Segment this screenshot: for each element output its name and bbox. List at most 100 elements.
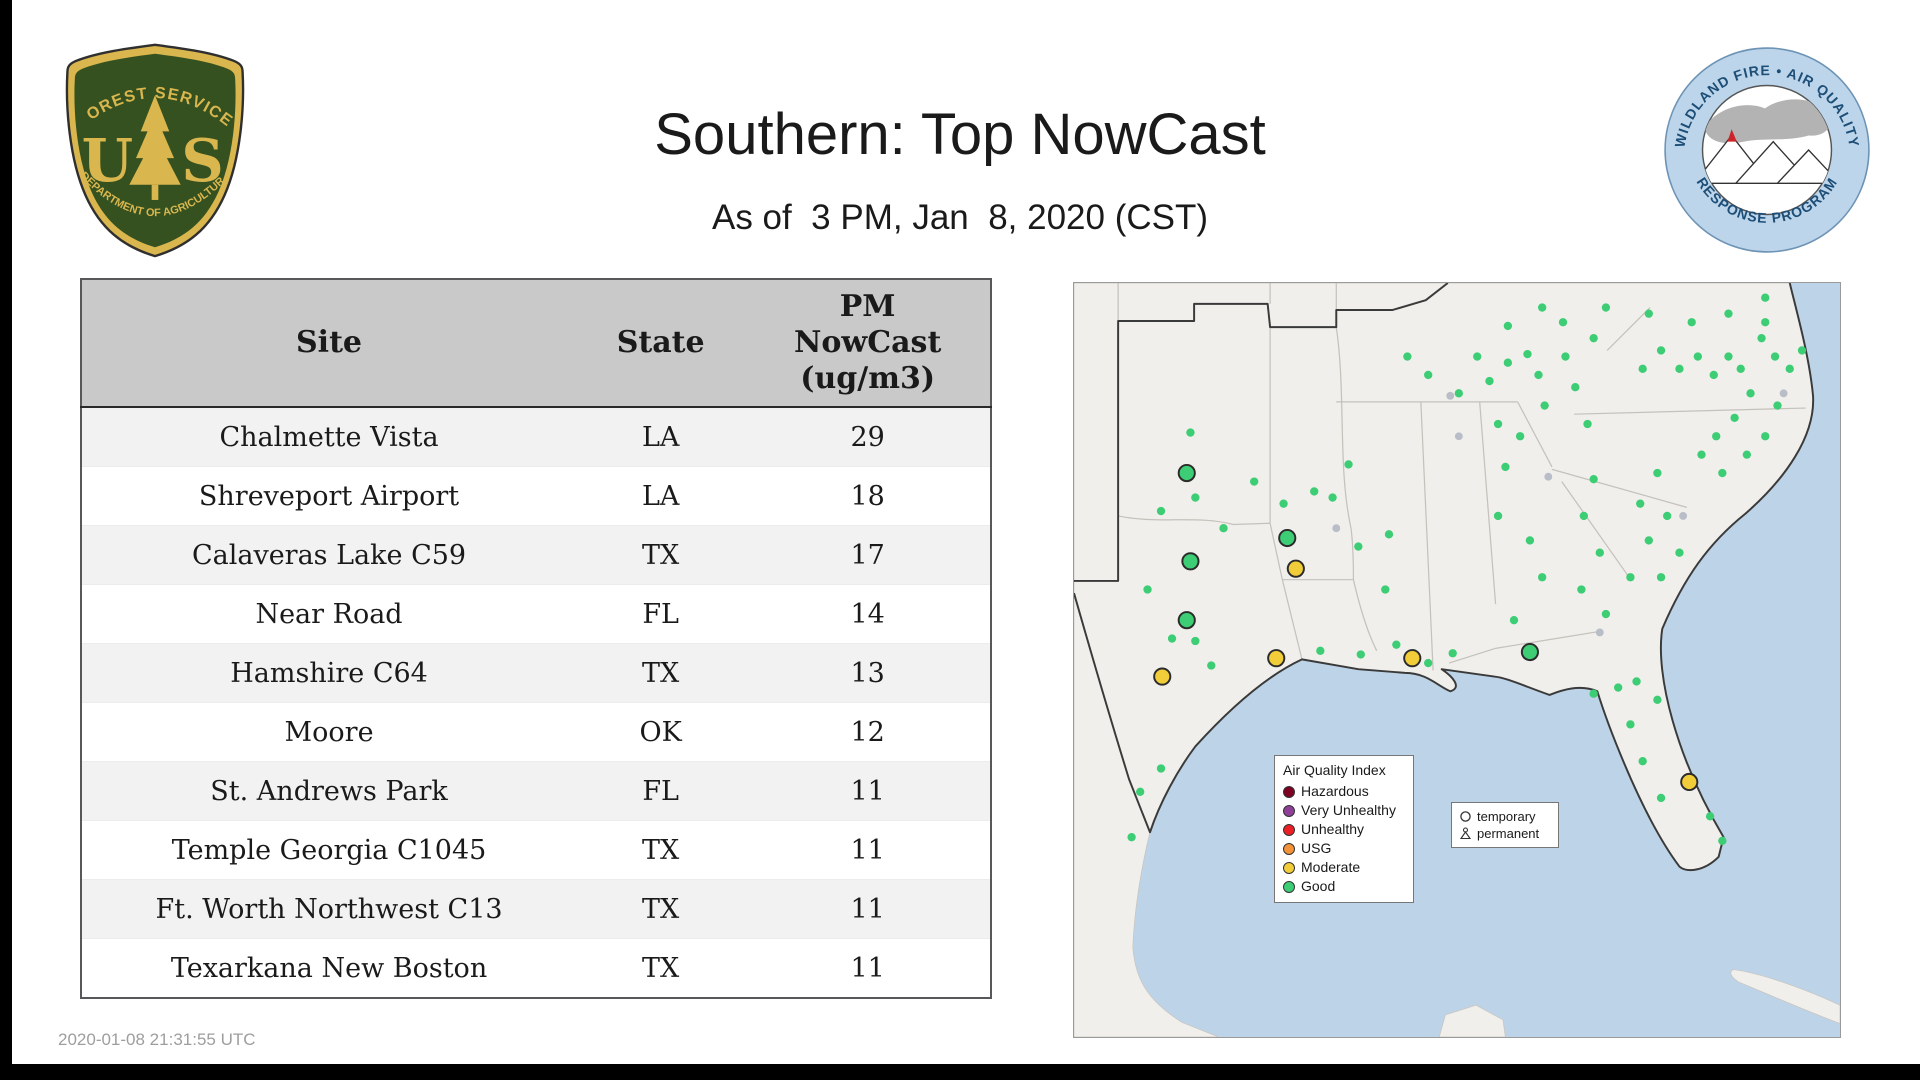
monitor-dot-good xyxy=(1424,658,1433,668)
monitor-dot-good xyxy=(1595,548,1604,557)
state-cell: TX xyxy=(576,879,746,939)
monitor-dot-good xyxy=(1757,334,1766,343)
monitor-dot-good xyxy=(1454,389,1464,398)
monitor-dot-good xyxy=(1381,585,1390,594)
value-cell: 18 xyxy=(745,466,991,526)
legend-entry: Unhealthy xyxy=(1283,820,1405,839)
monitor-dot-good xyxy=(1424,370,1433,380)
monitor-dot-good xyxy=(1156,506,1166,516)
monitor-dot-good xyxy=(1656,346,1666,355)
monitor-dot-good xyxy=(1354,542,1363,551)
monitor-dot-inactive xyxy=(1446,391,1455,400)
table-row: Moore OK 12 xyxy=(81,702,991,762)
legend-entry: Moderate xyxy=(1283,858,1405,877)
monitor-dot-good xyxy=(1191,636,1200,646)
monitor-dot-good xyxy=(1705,812,1715,821)
table-row: Temple Georgia C1045 TX 11 xyxy=(81,820,991,880)
site-cell: Ft. Worth Northwest C13 xyxy=(81,879,577,939)
temporary-row: temporary xyxy=(1459,808,1551,825)
monitor-dots-layer xyxy=(1127,293,1807,846)
monitor-dot-good xyxy=(1523,349,1532,359)
monitor-dot-good xyxy=(1638,756,1647,766)
monitor-dot-inactive xyxy=(1332,524,1341,533)
site-cell: St. Andrews Park xyxy=(81,761,577,821)
state-cell: LA xyxy=(576,407,746,467)
monitor-dot-good xyxy=(1687,318,1696,327)
forest-service-shield-svg: FOREST SERVICE U S DEPARTMENT OF AGRICUL… xyxy=(54,26,245,258)
temporary-label: temporary xyxy=(1477,809,1536,824)
monitor-dot-good xyxy=(1448,649,1457,658)
site-marker xyxy=(1286,559,1305,578)
monitor-dot-good xyxy=(1589,689,1598,698)
marker-type-legend: temporary permanent xyxy=(1451,802,1559,848)
value-cell: 14 xyxy=(745,584,991,644)
column-header: State xyxy=(576,279,746,408)
monitor-dot-good xyxy=(1509,615,1519,625)
monitor-dot-good xyxy=(1503,321,1513,331)
state-cell: TX xyxy=(576,525,746,585)
aqi-legend: Air Quality Index Hazardous Very Unhealth… xyxy=(1274,755,1414,903)
table-row: Chalmette Vista LA 29 xyxy=(81,407,991,467)
monitor-dot-good xyxy=(1638,364,1647,373)
fs-monogram-s: S xyxy=(181,126,224,195)
monitor-dot-good xyxy=(1501,462,1510,472)
site-marker xyxy=(1181,552,1200,571)
legend-label: USG xyxy=(1301,840,1332,856)
permanent-row: permanent xyxy=(1459,825,1551,842)
monitor-dot-good xyxy=(1136,787,1145,796)
state-cell: LA xyxy=(576,466,746,526)
monitor-dot-inactive xyxy=(1454,432,1463,441)
monitor-dot-good xyxy=(1761,432,1770,441)
table-row: St. Andrews Park FL 11 xyxy=(81,761,991,821)
fs-monogram-u: U xyxy=(82,126,133,195)
site-cell: Texarkana New Boston xyxy=(81,938,577,999)
monitor-dot-good xyxy=(1613,683,1623,692)
monitor-dot-good xyxy=(1186,428,1195,437)
monitor-dot-good xyxy=(1485,376,1494,386)
monitor-dot-good xyxy=(1143,585,1152,594)
monitor-dot-inactive xyxy=(1595,628,1604,637)
legend-swatch xyxy=(1283,842,1295,855)
value-cell: 17 xyxy=(745,525,991,585)
monitor-dot-good xyxy=(1191,493,1200,502)
value-cell: 29 xyxy=(745,407,991,467)
column-header: PM NowCast (ug/m3) xyxy=(745,279,991,408)
state-cell: FL xyxy=(576,761,746,821)
table-row: Calaveras Lake C59 TX 17 xyxy=(81,525,991,585)
monitor-dot-good xyxy=(1167,634,1177,643)
monitor-dot-good xyxy=(1761,293,1770,302)
site-marker xyxy=(1278,528,1297,548)
legend-label: Unhealthy xyxy=(1301,821,1365,837)
monitor-dot-good xyxy=(1718,468,1727,478)
column-header: Site xyxy=(81,279,577,408)
monitor-dot-good xyxy=(1644,536,1653,545)
monitor-dot-good xyxy=(1344,460,1353,469)
site-marker xyxy=(1403,649,1422,668)
monitor-dot-good xyxy=(1279,499,1288,508)
monitor-dot-good xyxy=(1558,318,1568,327)
cuba-shape xyxy=(1730,969,1840,1024)
site-cell: Chalmette Vista xyxy=(81,407,577,467)
monitor-dot-good xyxy=(1736,364,1745,373)
legend-entry: Very Unhealthy xyxy=(1283,801,1405,820)
yucatan-shape xyxy=(1438,1004,1506,1037)
site-cell: Near Road xyxy=(81,584,577,644)
monitor-dot-good xyxy=(1561,352,1570,361)
monitor-dot-good xyxy=(1577,585,1586,594)
aqrp-logo: WILDLAND FIRE • AIR QUALITY RESPONSE PRO… xyxy=(1663,46,1871,254)
monitor-dot-good xyxy=(1589,474,1598,484)
aqi-legend-entries: Hazardous Very Unhealthy Unhealthy USG Moder… xyxy=(1283,782,1405,896)
site-marker xyxy=(1267,649,1286,668)
monitor-dot-good xyxy=(1601,303,1611,312)
monitor-dot-good xyxy=(1538,303,1547,312)
monitor-dot-good xyxy=(1207,661,1216,670)
generated-timestamp: 2020-01-08 21:31:55 UTC xyxy=(58,1030,256,1049)
legend-entry: Good xyxy=(1283,877,1405,896)
legend-swatch xyxy=(1283,785,1295,798)
legend-label: Very Unhealthy xyxy=(1301,802,1396,818)
site-marker xyxy=(1177,463,1196,483)
monitor-dot-good xyxy=(1219,524,1228,533)
monitor-dot-good xyxy=(1742,450,1752,459)
table-row: Texarkana New Boston TX 11 xyxy=(81,938,991,999)
monitor-dot-good xyxy=(1403,352,1412,361)
